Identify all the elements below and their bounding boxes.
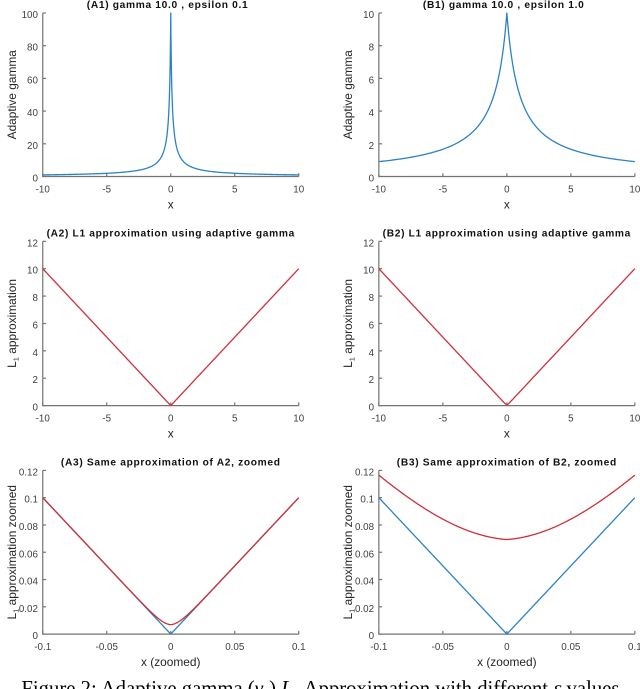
svg-text:2: 2 bbox=[369, 375, 374, 386]
svg-text:0.12: 0.12 bbox=[355, 467, 374, 478]
svg-text:-0.05: -0.05 bbox=[432, 642, 455, 653]
svg-text:0.06: 0.06 bbox=[19, 549, 39, 560]
svg-text:0.1: 0.1 bbox=[360, 495, 374, 506]
svg-text:0.08: 0.08 bbox=[355, 522, 375, 533]
svg-text:-0.1: -0.1 bbox=[370, 642, 387, 653]
svg-text:10: 10 bbox=[629, 414, 640, 425]
svg-text:Adaptive gamma: Adaptive gamma bbox=[341, 50, 355, 140]
svg-text:(B1) gamma 10.0 , epsilon 1.0: (B1) gamma 10.0 , epsilon 1.0 bbox=[423, 0, 585, 11]
svg-text:0.02: 0.02 bbox=[355, 604, 374, 615]
svg-text:2: 2 bbox=[369, 141, 374, 152]
svg-text:-0.1: -0.1 bbox=[34, 642, 51, 653]
svg-text:10: 10 bbox=[293, 184, 304, 195]
svg-text:0: 0 bbox=[32, 403, 38, 414]
svg-text:0.1: 0.1 bbox=[292, 642, 306, 653]
svg-text:x: x bbox=[504, 197, 510, 211]
svg-text:0: 0 bbox=[369, 174, 375, 185]
svg-text:4: 4 bbox=[369, 348, 375, 359]
svg-text:10: 10 bbox=[27, 266, 38, 277]
svg-text:0.04: 0.04 bbox=[355, 577, 375, 588]
svg-text:0: 0 bbox=[32, 174, 38, 185]
svg-text:12: 12 bbox=[27, 238, 38, 249]
svg-text:x: x bbox=[168, 426, 174, 440]
svg-text:0: 0 bbox=[168, 642, 174, 653]
svg-text:10: 10 bbox=[293, 414, 304, 425]
svg-text:5: 5 bbox=[568, 184, 574, 195]
svg-text:10: 10 bbox=[363, 266, 374, 277]
svg-text:0: 0 bbox=[168, 414, 174, 425]
svg-text:(A1) gamma 10.0 , epsilon 0.1: (A1) gamma 10.0 , epsilon 0.1 bbox=[87, 0, 249, 11]
svg-text:0: 0 bbox=[369, 631, 375, 642]
svg-text:-5: -5 bbox=[438, 184, 447, 195]
svg-text:-10: -10 bbox=[372, 184, 387, 195]
svg-text:x (zoomed): x (zoomed) bbox=[477, 655, 537, 669]
svg-text:8: 8 bbox=[32, 293, 38, 304]
svg-text:L1 approximation: L1 approximation bbox=[341, 279, 356, 368]
svg-text:80: 80 bbox=[27, 43, 38, 54]
svg-text:-5: -5 bbox=[102, 184, 111, 195]
svg-text:L1 approximation zoomed: L1 approximation zoomed bbox=[5, 485, 20, 619]
svg-text:L1 approximation zoomed: L1 approximation zoomed bbox=[341, 485, 356, 619]
svg-text:2: 2 bbox=[32, 375, 37, 386]
svg-text:6: 6 bbox=[369, 320, 375, 331]
svg-text:-0.05: -0.05 bbox=[96, 642, 119, 653]
svg-text:0.12: 0.12 bbox=[19, 467, 38, 478]
svg-text:0: 0 bbox=[369, 403, 375, 414]
svg-text:0: 0 bbox=[504, 184, 510, 195]
svg-text:4: 4 bbox=[369, 108, 375, 119]
svg-text:12: 12 bbox=[363, 238, 374, 249]
svg-text:Adaptive gamma: Adaptive gamma bbox=[5, 50, 19, 140]
svg-text:0.08: 0.08 bbox=[19, 522, 39, 533]
svg-text:6: 6 bbox=[32, 320, 38, 331]
svg-text:x: x bbox=[168, 197, 174, 211]
svg-text:5: 5 bbox=[232, 184, 238, 195]
svg-text:0.05: 0.05 bbox=[561, 642, 581, 653]
svg-text:0: 0 bbox=[168, 184, 174, 195]
svg-text:0.05: 0.05 bbox=[225, 642, 245, 653]
svg-text:(B2) L1 approximation using ad: (B2) L1 approximation using adaptive gam… bbox=[383, 228, 631, 239]
svg-text:x: x bbox=[504, 426, 510, 440]
svg-text:0: 0 bbox=[32, 631, 38, 642]
svg-text:100: 100 bbox=[22, 10, 39, 21]
svg-text:-5: -5 bbox=[438, 414, 447, 425]
svg-text:10: 10 bbox=[363, 10, 374, 21]
svg-text:(A2) L1 approximation using ad: (A2) L1 approximation using adaptive gam… bbox=[47, 228, 295, 239]
svg-text:x (zoomed): x (zoomed) bbox=[141, 655, 201, 669]
svg-text:8: 8 bbox=[369, 43, 375, 54]
svg-text:L1 approximation: L1 approximation bbox=[5, 279, 20, 368]
svg-text:-10: -10 bbox=[36, 414, 51, 425]
svg-text:0.04: 0.04 bbox=[19, 577, 39, 588]
svg-text:0.1: 0.1 bbox=[24, 495, 38, 506]
svg-text:-5: -5 bbox=[102, 414, 111, 425]
svg-text:0: 0 bbox=[504, 414, 510, 425]
svg-text:40: 40 bbox=[27, 108, 38, 119]
svg-text:0.1: 0.1 bbox=[628, 642, 640, 653]
svg-text:(B3) Same approximation of B2,: (B3) Same approximation of B2, zoomed bbox=[397, 457, 617, 468]
svg-text:10: 10 bbox=[629, 184, 640, 195]
svg-text:4: 4 bbox=[32, 348, 38, 359]
svg-text:5: 5 bbox=[232, 414, 238, 425]
svg-text:8: 8 bbox=[369, 293, 375, 304]
svg-text:(A3) Same approximation of A2,: (A3) Same approximation of A2, zoomed bbox=[61, 457, 281, 468]
svg-text:0.02: 0.02 bbox=[19, 604, 38, 615]
svg-text:60: 60 bbox=[27, 75, 38, 86]
svg-text:-10: -10 bbox=[372, 414, 387, 425]
svg-text:5: 5 bbox=[568, 414, 574, 425]
svg-text:6: 6 bbox=[369, 75, 375, 86]
svg-text:0: 0 bbox=[504, 642, 510, 653]
svg-text:20: 20 bbox=[27, 141, 38, 152]
svg-text:0.06: 0.06 bbox=[355, 549, 375, 560]
svg-text:-10: -10 bbox=[36, 184, 51, 195]
